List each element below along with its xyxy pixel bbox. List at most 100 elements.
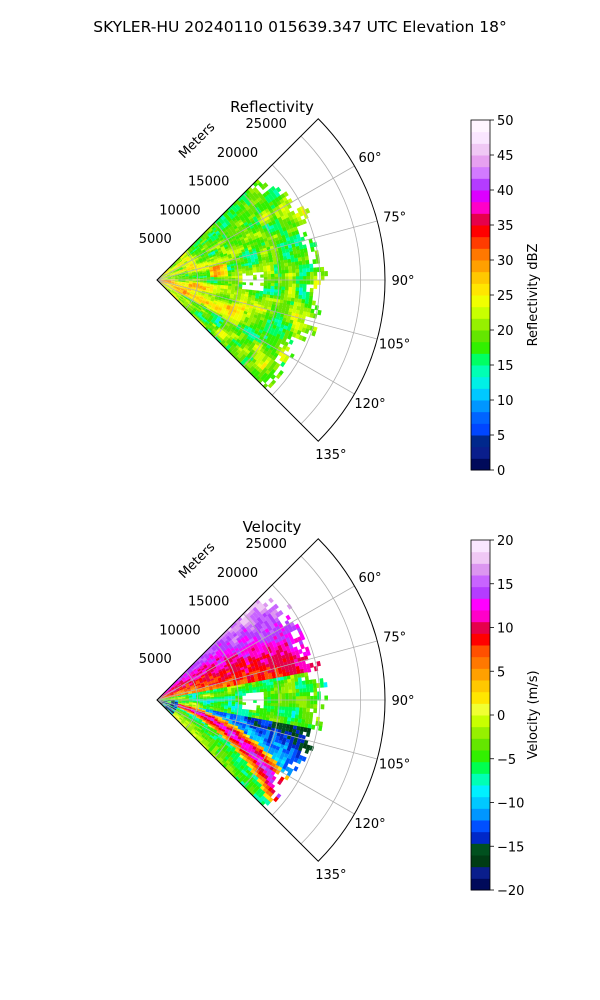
radar-gate-cell xyxy=(313,271,318,277)
radar-gate-cell xyxy=(199,706,203,709)
radar-gate-cell xyxy=(253,274,257,278)
radar-gate-cell xyxy=(166,703,171,706)
radar-gate-cell xyxy=(182,259,187,262)
radar-gate-cell xyxy=(226,328,231,333)
radar-gate-cell xyxy=(159,702,163,705)
radar-gate-cell xyxy=(179,290,184,293)
radar-gate-cell xyxy=(191,691,196,694)
radar-gate-cell xyxy=(203,305,208,309)
radar-gate-cell xyxy=(191,690,196,693)
radar-gate-cell xyxy=(212,723,217,727)
radar-gate-cell xyxy=(221,660,227,665)
radar-gate-cell xyxy=(235,199,240,205)
radar-gate-cell xyxy=(269,294,274,299)
radar-gate-cell xyxy=(241,288,246,292)
radar-gate-cell xyxy=(171,281,175,283)
radar-gate-cell xyxy=(171,688,176,691)
radar-gate-cell xyxy=(174,701,179,703)
radar-gate-cell xyxy=(207,652,212,657)
radar-gate-cell xyxy=(240,349,246,355)
radar-gate-cell xyxy=(231,705,236,709)
radar-gate-cell xyxy=(185,683,190,687)
radar-gate-cell xyxy=(308,238,314,244)
radar-gate-cell xyxy=(182,265,186,268)
radar-gate-cell xyxy=(177,706,181,709)
radar-gate-cell xyxy=(295,233,301,240)
radar-gate-cell xyxy=(176,708,181,711)
radar-gate-cell xyxy=(227,319,233,324)
radar-gate-cell xyxy=(237,231,242,237)
radar-gate-cell xyxy=(162,693,166,696)
radar-gate-cell xyxy=(178,276,182,278)
radar-gate-cell xyxy=(188,307,193,312)
radar-gate-cell xyxy=(237,316,242,321)
radar-gate-cell xyxy=(187,247,191,251)
radar-gate-cell xyxy=(223,341,229,347)
radar-gate-cell xyxy=(219,751,224,756)
radar-gate-cell xyxy=(199,702,204,704)
radar-gate-cell xyxy=(248,709,253,713)
angular-gridline xyxy=(156,220,378,281)
radar-gate-cell xyxy=(167,281,172,283)
radar-gate-cell xyxy=(248,294,252,298)
radar-gate-cell xyxy=(214,727,219,731)
radar-gate-cell xyxy=(172,262,176,266)
radar-gate-cell xyxy=(240,338,246,344)
radar-gate-cell xyxy=(170,273,174,275)
colorbar-swatch xyxy=(471,260,490,273)
radar-gate-cell xyxy=(230,683,235,687)
radar-gate-cell xyxy=(234,221,240,226)
radar-gate-cell xyxy=(162,693,166,696)
colorbar-swatches xyxy=(471,120,490,471)
radar-gate-cell xyxy=(203,742,208,747)
radar-gate-cell xyxy=(181,274,186,277)
radar-gate-cell xyxy=(183,290,187,293)
radar-gate-cell xyxy=(184,690,188,692)
radar-gate-cell xyxy=(199,286,203,289)
radar-gate-cell xyxy=(213,273,218,276)
radar-gate-cell xyxy=(194,665,199,669)
velocity-panel: Velocity 60°75°90°105°120°135°5000100001… xyxy=(139,518,415,883)
radar-gate-cell xyxy=(201,727,206,732)
radar-gate-cell xyxy=(236,332,241,337)
radar-gate-cell xyxy=(168,689,172,692)
radar-gate-cell xyxy=(294,261,299,266)
radar-gate-cell xyxy=(234,754,240,759)
radar-gate-cell xyxy=(234,748,240,753)
radar-gate-cell xyxy=(216,743,221,748)
radar-gate-cell xyxy=(205,668,210,672)
radar-gate-cell xyxy=(160,278,165,280)
radar-gate-cell xyxy=(188,691,192,694)
radar-gate-cell xyxy=(202,324,207,329)
radar-gate-cell xyxy=(198,738,203,742)
radar-gate-cell xyxy=(267,694,271,698)
radar-gate-cell xyxy=(257,718,263,723)
radar-gate-cell xyxy=(178,259,182,263)
radar-gate-cell xyxy=(243,215,249,220)
radar-gate-cell xyxy=(178,278,182,280)
radar-gate-cell xyxy=(170,265,174,269)
radar-gate-cell xyxy=(198,678,203,682)
radar-gate-cell xyxy=(200,294,205,297)
radar-gate-cell xyxy=(178,717,182,721)
radar-gate-cell xyxy=(223,746,228,751)
radar-gate-cell xyxy=(212,659,217,664)
radar-gate-cell xyxy=(174,265,178,269)
radar-gate-cell xyxy=(185,698,190,700)
radar-gate-cell xyxy=(230,227,235,232)
radar-gate-cell xyxy=(204,303,209,307)
radar-gate-cell xyxy=(166,273,170,276)
radar-gate-cell xyxy=(243,753,249,759)
radar-gate-cell xyxy=(217,701,222,704)
radar-gate-cell xyxy=(246,342,251,348)
radar-gate-cell xyxy=(215,664,220,668)
radar-gate-cell xyxy=(174,696,179,698)
radar-gate-cell xyxy=(238,634,244,640)
radar-gate-cell xyxy=(263,705,268,710)
radar-gate-cell xyxy=(224,246,229,250)
radar-gate-cell xyxy=(213,272,218,275)
radar-gate-cell xyxy=(244,260,249,265)
radar-gate-cell xyxy=(196,261,200,264)
radar-gate-cell xyxy=(267,691,271,695)
